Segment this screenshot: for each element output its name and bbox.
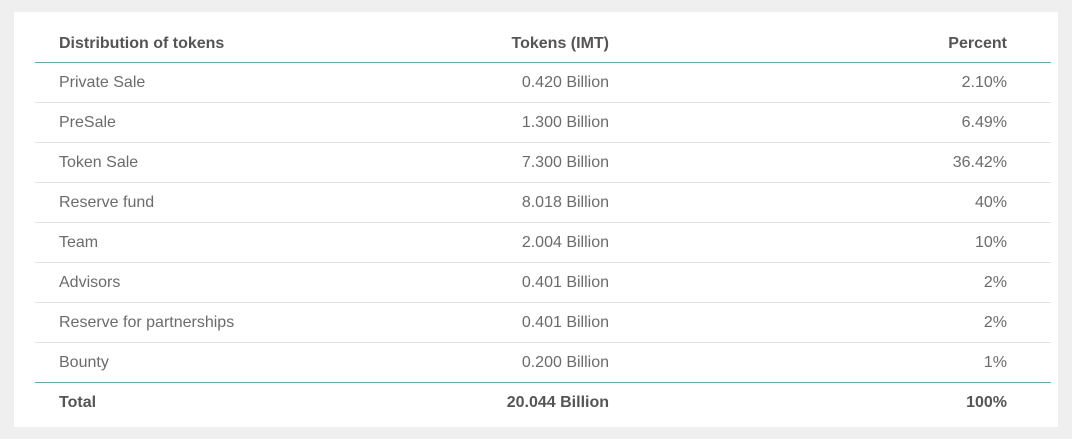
table-row: Reserve for partnerships 0.401 Billion 2… bbox=[35, 302, 1051, 343]
row-name: Reserve fund bbox=[35, 182, 315, 223]
header-row: Distribution of tokens Tokens (IMT) Perc… bbox=[35, 25, 1051, 63]
header-tokens: Tokens (IMT) bbox=[315, 25, 609, 63]
total-label: Total bbox=[59, 393, 97, 411]
row-percent: 36.42% bbox=[609, 142, 1051, 183]
table-row: Bounty 0.200 Billion 1% bbox=[35, 342, 1051, 383]
total-row: Total 20.044 Billion 100% bbox=[35, 383, 1051, 423]
row-name: PreSale bbox=[35, 102, 315, 143]
row-percent: 6.49% bbox=[609, 102, 1051, 143]
row-name: Advisors bbox=[35, 262, 315, 303]
row-name: Private Sale bbox=[35, 62, 315, 103]
total-percent: 100% bbox=[966, 393, 1007, 411]
token-distribution-card: Distribution of tokens Tokens (IMT) Perc… bbox=[14, 12, 1058, 427]
table-row: Token Sale 7.300 Billion 36.42% bbox=[35, 142, 1051, 183]
row-percent: 2% bbox=[609, 302, 1051, 343]
row-tokens: 0.200 Billion bbox=[315, 342, 609, 383]
header-percent: Percent bbox=[609, 25, 1051, 63]
row-name: Team bbox=[35, 222, 315, 263]
row-tokens: 0.420 Billion bbox=[315, 62, 609, 103]
row-percent: 10% bbox=[609, 222, 1051, 263]
table-row: Private Sale 0.420 Billion 2.10% bbox=[35, 62, 1051, 103]
token-distribution-table: Distribution of tokens Tokens (IMT) Perc… bbox=[35, 25, 1051, 422]
header-distribution: Distribution of tokens bbox=[35, 25, 315, 63]
row-tokens: 2.004 Billion bbox=[315, 222, 609, 263]
table-row: Reserve fund 8.018 Billion 40% bbox=[35, 182, 1051, 223]
row-name: Token Sale bbox=[35, 142, 315, 183]
row-tokens: 8.018 Billion bbox=[315, 182, 609, 223]
row-percent: 40% bbox=[609, 182, 1051, 223]
row-tokens: 1.300 Billion bbox=[315, 102, 609, 143]
row-tokens: 7.300 Billion bbox=[315, 142, 609, 183]
table-footer: Total 20.044 Billion 100% bbox=[35, 383, 1051, 423]
row-percent: 2% bbox=[609, 262, 1051, 303]
row-name: Bounty bbox=[35, 342, 315, 383]
table-header: Distribution of tokens Tokens (IMT) Perc… bbox=[35, 25, 1051, 63]
table-body: Private Sale 0.420 Billion 2.10% PreSale… bbox=[35, 62, 1051, 383]
table-row: PreSale 1.300 Billion 6.49% bbox=[35, 102, 1051, 143]
table-row: Advisors 0.401 Billion 2% bbox=[35, 262, 1051, 303]
row-tokens: 0.401 Billion bbox=[315, 262, 609, 303]
row-name: Reserve for partnerships bbox=[35, 302, 315, 343]
total-tokens: 20.044 Billion bbox=[506, 393, 609, 411]
row-tokens: 0.401 Billion bbox=[315, 302, 609, 343]
row-percent: 2.10% bbox=[609, 62, 1051, 103]
row-percent: 1% bbox=[609, 342, 1051, 383]
table-row: Team 2.004 Billion 10% bbox=[35, 222, 1051, 263]
